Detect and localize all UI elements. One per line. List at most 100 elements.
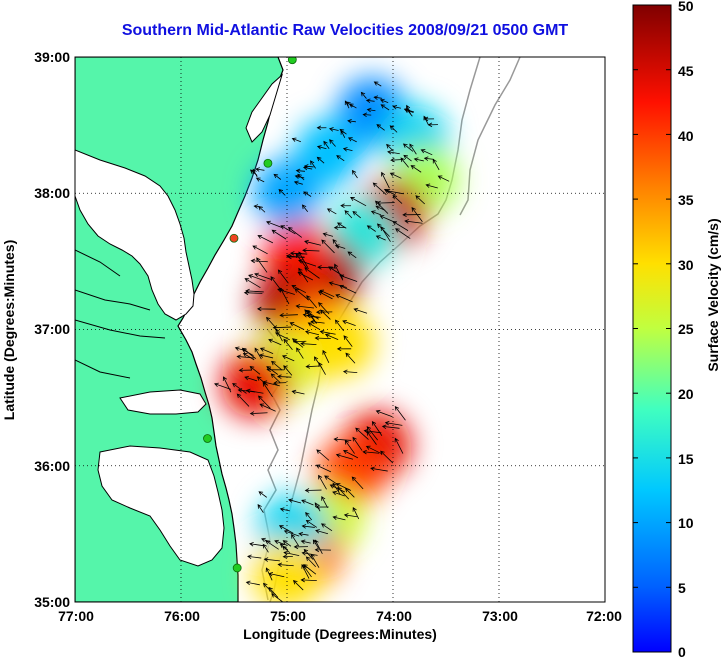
velocity-arrow bbox=[352, 506, 360, 520]
velocity-arrow bbox=[273, 173, 282, 180]
velocity-arrow bbox=[310, 319, 325, 325]
velocity-arrow bbox=[332, 482, 341, 495]
velocity-arrow bbox=[339, 274, 358, 282]
velocity-arrow bbox=[376, 200, 395, 206]
velocity-arrow bbox=[324, 475, 339, 486]
velocity-arrow bbox=[303, 191, 312, 197]
velocity-arrow bbox=[373, 81, 382, 87]
cb-tick-45: 45 bbox=[678, 63, 694, 79]
velocity-arrow bbox=[278, 188, 286, 196]
velocity-arrow bbox=[362, 449, 380, 455]
velocity-arrow bbox=[350, 197, 367, 207]
velocity-arrow bbox=[395, 228, 411, 239]
velocity-arrow bbox=[315, 529, 329, 535]
cb-tick-25: 25 bbox=[678, 321, 694, 337]
velocity-arrow bbox=[232, 382, 247, 394]
velocity-arrow bbox=[301, 499, 314, 506]
velocity-arrow bbox=[296, 347, 304, 359]
velocity-arrow bbox=[389, 125, 398, 133]
velocity-arrow bbox=[318, 474, 327, 490]
velocity-arrow bbox=[366, 430, 377, 445]
velocity-arrow bbox=[288, 498, 302, 504]
velocity-arrow bbox=[249, 365, 261, 375]
velocity-arrow bbox=[315, 464, 332, 473]
x-tick-1: 76:00 bbox=[164, 608, 200, 624]
velocity-arrow bbox=[372, 182, 387, 196]
albemarle-sound bbox=[119, 389, 207, 415]
velocity-arrow bbox=[266, 367, 285, 372]
velocity-arrow bbox=[316, 449, 330, 461]
velocity-arrow bbox=[344, 487, 355, 498]
velocity-field bbox=[221, 77, 459, 602]
velocity-arrow bbox=[270, 373, 281, 384]
velocity-arrow bbox=[376, 223, 390, 237]
velocity-arrow bbox=[305, 511, 313, 521]
velocity-blob bbox=[295, 118, 364, 187]
velocity-arrow bbox=[262, 543, 269, 553]
velocity-arrow bbox=[342, 147, 353, 152]
cb-tick-0: 0 bbox=[678, 644, 686, 659]
velocity-arrow bbox=[244, 278, 261, 289]
velocity-arrow bbox=[336, 346, 352, 352]
velocity-arrow bbox=[241, 347, 257, 360]
velocity-arrow bbox=[259, 353, 274, 359]
velocity-arrow bbox=[305, 519, 318, 528]
velocity-arrow bbox=[291, 389, 305, 395]
cb-tick-10: 10 bbox=[678, 515, 694, 531]
velocity-arrow bbox=[347, 251, 357, 259]
velocity-arrow bbox=[303, 548, 314, 560]
velocity-arrow bbox=[292, 339, 307, 344]
velocity-arrow bbox=[283, 338, 293, 351]
velocity-arrow bbox=[415, 195, 426, 205]
x-tick-3: 74:00 bbox=[376, 608, 412, 624]
velocity-arrow bbox=[390, 157, 404, 163]
velocity-arrow bbox=[283, 529, 300, 537]
chesapeake-bay bbox=[75, 149, 195, 321]
velocity-arrow bbox=[336, 155, 345, 162]
velocity-arrow bbox=[351, 169, 358, 179]
velocity-arrow bbox=[333, 225, 345, 230]
velocity-arrow bbox=[317, 265, 337, 270]
velocity-arrow bbox=[283, 365, 293, 376]
velocity-arrow bbox=[314, 547, 331, 553]
velocity-arrow bbox=[425, 183, 438, 189]
velocity-arrow bbox=[262, 381, 273, 398]
velocity-arrow bbox=[363, 428, 382, 434]
velocity-arrow bbox=[352, 436, 363, 451]
velocity-arrow bbox=[394, 405, 406, 421]
velocity-arrow bbox=[305, 310, 319, 320]
velocity-arrow bbox=[337, 222, 347, 229]
velocity-arrow bbox=[375, 205, 386, 211]
station-marker bbox=[287, 57, 297, 65]
velocity-arrow bbox=[320, 523, 333, 532]
velocity-arrow bbox=[342, 319, 356, 327]
velocity-arrow bbox=[392, 105, 402, 110]
station-marker bbox=[229, 233, 239, 243]
velocity-arrow bbox=[236, 393, 250, 407]
velocity-arrow bbox=[277, 374, 292, 379]
velocity-arrow bbox=[355, 427, 369, 440]
velocity-arrow bbox=[248, 274, 266, 282]
velocity-arrow bbox=[259, 347, 274, 354]
velocity-arrow bbox=[297, 271, 314, 281]
velocity-arrow bbox=[275, 328, 283, 342]
velocity-arrow bbox=[432, 158, 440, 171]
velocity-arrow bbox=[366, 107, 376, 113]
x-axis-label: Longitude (Degrees:Minutes) bbox=[243, 626, 437, 642]
velocity-blob bbox=[221, 350, 290, 418]
velocity-arrow bbox=[320, 309, 331, 320]
velocity-arrow bbox=[413, 157, 424, 162]
velocity-arrow bbox=[340, 129, 346, 139]
velocity-arrow bbox=[279, 507, 290, 512]
velocity-arrow bbox=[404, 219, 423, 224]
velocity-arrow bbox=[332, 515, 346, 521]
velocity-arrow bbox=[245, 288, 264, 294]
velocity-arrow bbox=[314, 356, 323, 369]
velocity-arrow bbox=[291, 137, 301, 143]
velocity-arrow bbox=[345, 352, 356, 364]
velocity-arrow bbox=[280, 287, 290, 305]
velocity-arrow bbox=[289, 251, 308, 256]
velocity-arrow bbox=[245, 388, 264, 394]
velocity-arrow bbox=[252, 168, 258, 178]
